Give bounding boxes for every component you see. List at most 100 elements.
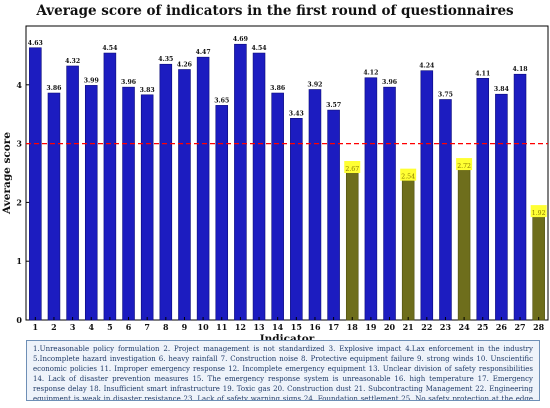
data-label: 3.86 bbox=[46, 85, 61, 92]
y-axis-title: Average score bbox=[1, 132, 13, 215]
data-label: 4.35 bbox=[158, 56, 173, 63]
data-label: 4.32 bbox=[65, 58, 80, 65]
x-tick-label: 11 bbox=[216, 322, 227, 332]
bar bbox=[513, 73, 527, 321]
x-tick-label: 17 bbox=[328, 322, 339, 332]
bar bbox=[178, 69, 191, 321]
bar bbox=[140, 94, 154, 321]
y-tick-label: 0 bbox=[16, 315, 22, 325]
bar bbox=[401, 170, 415, 321]
data-label: 3.43 bbox=[289, 110, 304, 117]
data-label: 4.24 bbox=[419, 63, 435, 70]
bar bbox=[290, 118, 303, 321]
x-tick-label: 5 bbox=[107, 322, 113, 332]
data-label: 3.96 bbox=[121, 79, 136, 86]
data-label: 2.72 bbox=[457, 163, 471, 170]
x-tick-label: 1 bbox=[33, 322, 39, 332]
bar bbox=[215, 105, 229, 321]
bar bbox=[439, 99, 452, 321]
x-tick-label: 7 bbox=[144, 322, 150, 332]
x-tick-label: 12 bbox=[235, 322, 246, 332]
x-tick-label: 18 bbox=[347, 322, 359, 332]
y-tick-label: 4 bbox=[16, 80, 22, 90]
data-label-highlight bbox=[530, 205, 547, 218]
bar bbox=[84, 85, 98, 321]
plot-frame bbox=[25, 25, 549, 321]
x-tick-label: 8 bbox=[163, 322, 169, 332]
x-tick-label: 4 bbox=[88, 322, 94, 332]
x-tick-label: 24 bbox=[459, 322, 471, 332]
data-label: 2.67 bbox=[345, 166, 359, 173]
x-tick-label: 3 bbox=[70, 322, 76, 332]
bar bbox=[457, 159, 471, 321]
x-tick-label: 21 bbox=[403, 322, 414, 332]
data-label: 3.86 bbox=[270, 85, 285, 92]
x-tick-label: 28 bbox=[533, 322, 545, 332]
data-label: 3.99 bbox=[84, 77, 99, 84]
x-tick-label: 20 bbox=[384, 322, 396, 332]
bar bbox=[327, 109, 340, 321]
x-tick-label: 26 bbox=[496, 322, 508, 332]
x-tick-label: 6 bbox=[126, 322, 132, 332]
data-label: 3.65 bbox=[214, 97, 229, 104]
bar bbox=[66, 65, 79, 321]
data-label: 4.69 bbox=[233, 36, 248, 43]
y-tick-label: 1 bbox=[16, 256, 22, 266]
data-label: 4.26 bbox=[177, 62, 192, 69]
x-tick-label: 10 bbox=[198, 322, 210, 332]
x-tick-label: 9 bbox=[182, 322, 188, 332]
data-label: 4.63 bbox=[28, 40, 43, 47]
chart-title: Average score of indicators in the first… bbox=[35, 3, 514, 19]
plot-area: 0123414.6323.8634.3243.9954.5463.9673.83… bbox=[16, 25, 549, 332]
x-tick-label: 2 bbox=[51, 322, 57, 332]
data-label-highlight bbox=[456, 158, 473, 171]
bar bbox=[495, 93, 508, 321]
data-label: 3.57 bbox=[326, 102, 341, 109]
bar bbox=[271, 92, 284, 321]
data-label: 3.84 bbox=[494, 86, 510, 93]
bar bbox=[383, 86, 396, 321]
x-tick-label: 23 bbox=[440, 322, 452, 332]
bar bbox=[345, 162, 359, 321]
x-tick-label: 19 bbox=[365, 322, 377, 332]
data-label-highlight bbox=[344, 161, 361, 174]
x-tick-label: 14 bbox=[272, 322, 284, 332]
data-label: 4.18 bbox=[512, 66, 527, 73]
data-label: 3.83 bbox=[140, 87, 155, 94]
bar bbox=[252, 52, 266, 321]
y-tick-label: 3 bbox=[16, 139, 22, 149]
bar bbox=[420, 70, 434, 321]
data-label: 4.54 bbox=[102, 45, 118, 52]
bar bbox=[122, 86, 135, 321]
bar bbox=[47, 92, 61, 321]
data-label: 4.11 bbox=[475, 70, 490, 77]
x-tick-label: 25 bbox=[477, 322, 488, 332]
data-label: 1.92 bbox=[532, 210, 546, 217]
indicator-legend: 1.Unreasonable policy formulation 2. Pro… bbox=[26, 340, 540, 401]
bar bbox=[308, 89, 322, 321]
data-label: 2.54 bbox=[401, 174, 415, 181]
legend-text: 1.Unreasonable policy formulation 2. Pro… bbox=[33, 345, 533, 401]
x-tick-label: 15 bbox=[291, 322, 302, 332]
x-tick-label: 22 bbox=[421, 322, 432, 332]
bar bbox=[159, 63, 173, 321]
bar bbox=[103, 52, 117, 321]
data-label: 3.96 bbox=[382, 79, 397, 86]
bar bbox=[532, 206, 545, 321]
data-label: 4.47 bbox=[196, 49, 211, 56]
data-label-highlight bbox=[400, 168, 417, 181]
data-label: 4.12 bbox=[363, 70, 378, 77]
x-tick-label: 16 bbox=[309, 322, 321, 332]
bar bbox=[29, 47, 42, 321]
bar bbox=[364, 77, 378, 321]
bar bbox=[196, 56, 210, 321]
data-label: 3.75 bbox=[438, 92, 453, 99]
y-tick-label: 2 bbox=[16, 197, 22, 207]
bar bbox=[234, 43, 247, 321]
bar bbox=[476, 78, 490, 321]
data-label: 4.54 bbox=[251, 45, 267, 52]
x-tick-label: 27 bbox=[514, 322, 525, 332]
x-tick-label: 13 bbox=[253, 322, 265, 332]
data-label: 3.92 bbox=[307, 82, 322, 89]
